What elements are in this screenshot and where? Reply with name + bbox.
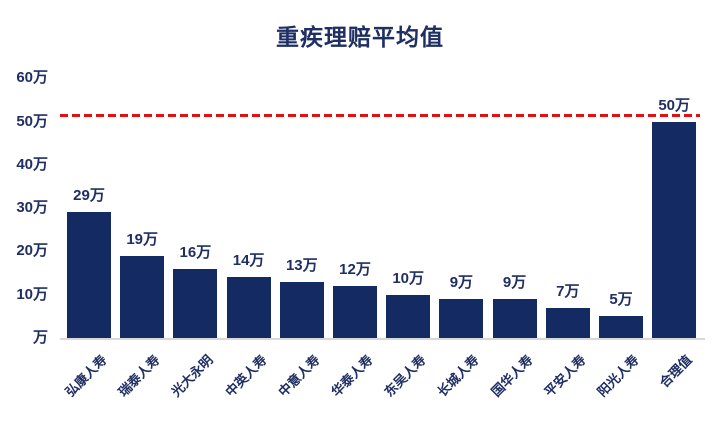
bar-平安人寿 [545,307,590,338]
x-axis-line [60,338,705,340]
bar-value-label: 16万 [179,243,212,261]
bar-长城人寿 [439,299,484,338]
bar-中意人寿 [279,281,324,338]
x-axis-label-合理值: 合理值 [656,352,695,391]
y-axis-tick-label: 10万 [16,285,48,303]
x-axis-label-瑞泰人寿: 瑞泰人寿 [115,352,163,400]
x-axis-label-长城人寿: 长城人寿 [434,352,483,400]
bar-瑞泰人寿 [120,255,165,338]
bar-value-label: 19万 [126,230,159,248]
y-axis-tick-label: 30万 [16,199,48,217]
bar-合理值 [652,121,697,338]
bar-国华人寿 [492,299,537,338]
bar-华泰人寿 [333,286,377,338]
bar-value-label: 10万 [392,269,425,287]
bar-弘康人寿 [67,212,111,338]
bar-value-label: 9万 [502,274,527,292]
y-axis-tick-label: 20万 [16,242,48,260]
bar-光大永明 [173,268,218,338]
bar-value-label: 50万 [658,96,691,114]
chart-title: 重疾理赔平均值 [276,24,444,50]
y-axis-tick-label: 50万 [16,112,48,130]
bar-value-label: 14万 [232,252,265,270]
x-axis-label-东吴人寿: 东吴人寿 [381,352,429,400]
reference-line-50 [60,114,700,117]
x-axis-label-华泰人寿: 华泰人寿 [328,352,376,400]
x-axis-label-平安人寿: 平安人寿 [541,352,589,400]
x-axis-label-中英人寿: 中英人寿 [221,352,270,400]
bar-value-label: 9万 [449,274,474,292]
bar-阳光人寿 [599,316,643,338]
x-axis-label-国华人寿: 国华人寿 [487,352,536,400]
y-axis-tick-label: 万 [32,329,48,346]
bar-value-label: 29万 [73,187,105,205]
bar-东吴人寿 [386,294,431,338]
bar-value-label: 12万 [339,261,371,279]
x-axis-label-弘康人寿: 弘康人寿 [62,352,110,400]
bar-value-label: 7万 [556,282,580,300]
x-axis-label-中意人寿: 中意人寿 [275,352,323,400]
bar-中英人寿 [226,277,271,338]
bar-value-label: 13万 [285,256,318,274]
x-axis-label-光大永明: 光大永明 [168,352,217,400]
y-axis-tick-label: 60万 [16,69,48,87]
x-axis-label-阳光人寿: 阳光人寿 [594,352,642,400]
bar-value-label: 5万 [609,291,633,309]
y-axis-tick-label: 40万 [16,155,48,173]
